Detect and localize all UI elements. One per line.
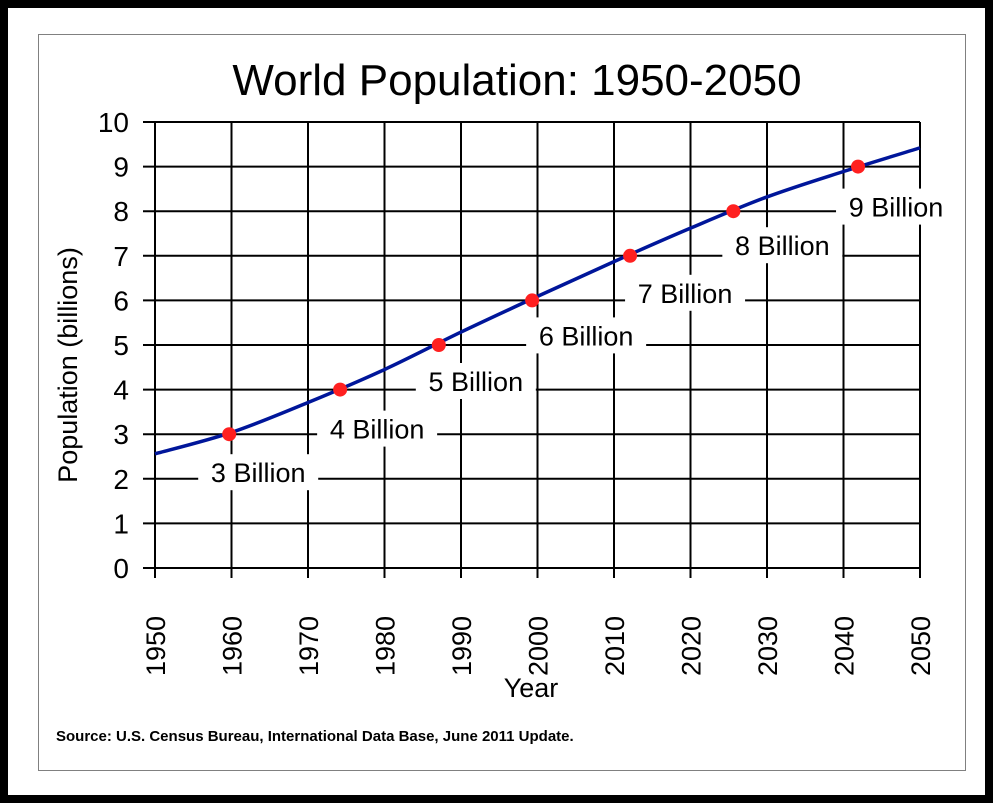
x-tick-label: 2050	[906, 616, 936, 676]
y-tick-label: 6	[113, 285, 129, 316]
x-tick-label: 2020	[677, 616, 707, 676]
chart-border	[38, 34, 966, 771]
milestone-marker	[851, 159, 866, 174]
y-tick-label: 3	[113, 419, 129, 450]
milestone-label: 4 Billion	[330, 415, 425, 445]
milestone-label-bg	[836, 188, 957, 225]
milestone-label: 7 Billion	[638, 279, 733, 309]
milestone-label: 6 Billion	[539, 321, 634, 351]
milestone-label-bg	[415, 363, 536, 399]
milestone-label: 5 Billion	[429, 367, 524, 397]
y-tick-label: 8	[113, 196, 129, 227]
x-tick-label: 2040	[830, 616, 860, 676]
milestone-marker	[623, 248, 638, 263]
milestone-label-bg	[198, 454, 319, 491]
x-tick-label: 1960	[218, 616, 248, 676]
milestone-marker	[525, 293, 540, 308]
y-tick-label: 10	[98, 107, 129, 138]
x-axis-label: Year	[504, 673, 559, 703]
milestone-label: 3 Billion	[211, 458, 306, 488]
source-note: Source: U.S. Census Bureau, Internationa…	[56, 728, 574, 745]
y-tick-label: 1	[113, 508, 129, 539]
x-tick-label: 2010	[600, 616, 630, 676]
milestone-marker	[333, 382, 348, 397]
x-tick-label: 1970	[294, 616, 324, 676]
y-tick-label: 7	[113, 241, 129, 272]
milestone-marker	[222, 427, 237, 442]
milestone-label-bg	[625, 274, 746, 311]
x-tick-label: 1950	[141, 616, 171, 676]
x-tick-label: 2000	[524, 616, 554, 676]
y-tick-label: 4	[113, 375, 129, 406]
slide-frame	[8, 8, 985, 795]
y-tick-label: 0	[113, 553, 129, 584]
y-tick-label: 9	[113, 152, 129, 183]
chart-title: World Population: 1950-2050	[232, 56, 801, 105]
y-tick-label: 5	[113, 330, 129, 361]
milestone-marker	[431, 338, 446, 352]
milestone-label-bg	[317, 410, 438, 447]
x-tick-label: 1980	[371, 616, 401, 676]
milestone-label-bg	[722, 227, 843, 264]
milestone-marker	[726, 204, 741, 219]
y-axis-label: Population (billions)	[53, 247, 83, 483]
y-tick-label: 2	[113, 464, 129, 495]
milestone-label: 9 Billion	[849, 193, 944, 223]
milestone-label: 8 Billion	[735, 231, 830, 261]
x-tick-label: 1990	[447, 616, 477, 676]
x-tick-label: 2030	[753, 616, 783, 676]
milestone-label-bg	[526, 317, 647, 354]
